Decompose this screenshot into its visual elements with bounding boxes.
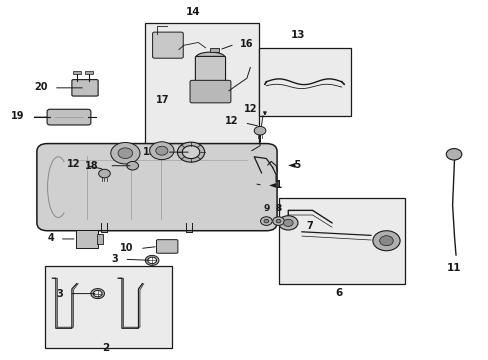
FancyBboxPatch shape: [76, 230, 98, 248]
FancyBboxPatch shape: [72, 80, 98, 96]
Bar: [144, 23, 259, 144]
Text: ◄5: ◄5: [287, 160, 302, 170]
Text: 17: 17: [156, 95, 169, 105]
Circle shape: [283, 219, 292, 226]
Text: 12: 12: [243, 104, 257, 114]
Bar: [278, 198, 404, 284]
Circle shape: [156, 146, 167, 155]
Text: 6: 6: [335, 288, 342, 298]
Circle shape: [99, 169, 110, 178]
Text: 9: 9: [263, 204, 269, 213]
Text: 19: 19: [11, 111, 25, 121]
Circle shape: [276, 219, 281, 223]
Text: ◄1: ◄1: [268, 180, 283, 190]
FancyBboxPatch shape: [47, 109, 91, 125]
Text: 10: 10: [120, 243, 133, 253]
Circle shape: [372, 231, 399, 251]
Text: 8: 8: [275, 204, 281, 213]
Bar: [45, 266, 171, 348]
Circle shape: [446, 149, 461, 160]
Text: 12: 12: [224, 116, 238, 126]
FancyBboxPatch shape: [152, 32, 183, 58]
FancyBboxPatch shape: [156, 240, 178, 253]
Bar: [85, 71, 93, 74]
FancyBboxPatch shape: [97, 234, 103, 244]
Text: 16: 16: [239, 39, 253, 49]
Text: 4: 4: [47, 233, 54, 243]
FancyBboxPatch shape: [190, 80, 230, 103]
Circle shape: [379, 236, 392, 246]
Circle shape: [118, 148, 132, 158]
Bar: [73, 71, 81, 74]
Bar: [210, 48, 219, 52]
Text: 18: 18: [85, 161, 99, 171]
Text: 12: 12: [66, 159, 80, 169]
Text: 2: 2: [102, 343, 109, 353]
Text: 7: 7: [306, 221, 313, 231]
Text: 14: 14: [186, 8, 201, 18]
Text: 13: 13: [290, 30, 305, 40]
Circle shape: [278, 216, 297, 230]
Circle shape: [149, 142, 174, 159]
Circle shape: [272, 217, 284, 225]
Text: 20: 20: [34, 82, 47, 92]
FancyBboxPatch shape: [37, 144, 277, 231]
Text: 15: 15: [142, 147, 156, 157]
FancyBboxPatch shape: [195, 57, 225, 83]
Text: 3: 3: [111, 254, 118, 264]
Circle shape: [264, 219, 268, 223]
Circle shape: [254, 126, 265, 135]
Circle shape: [126, 161, 138, 170]
Circle shape: [260, 217, 272, 225]
Ellipse shape: [196, 52, 224, 63]
Text: 3: 3: [56, 289, 63, 298]
Bar: [259, 48, 351, 116]
Circle shape: [111, 143, 140, 164]
Text: 11: 11: [446, 263, 460, 273]
